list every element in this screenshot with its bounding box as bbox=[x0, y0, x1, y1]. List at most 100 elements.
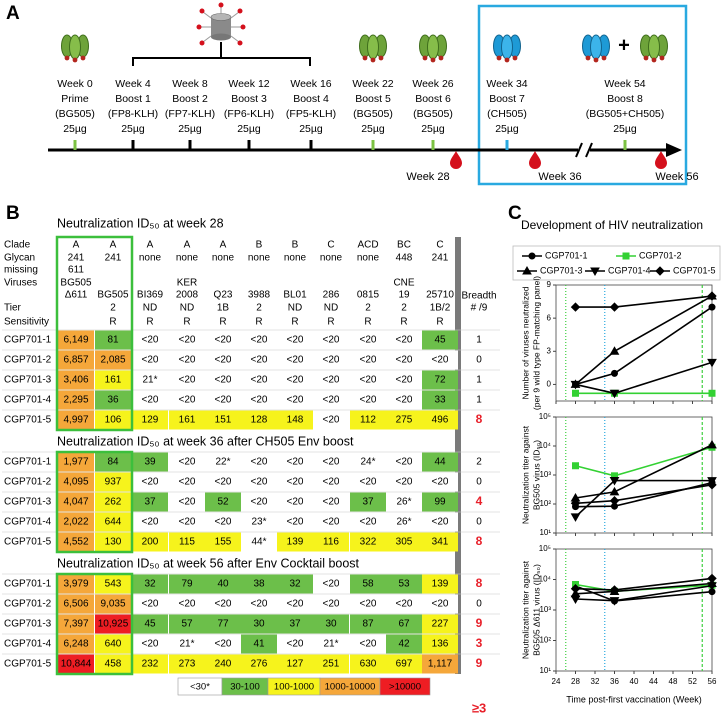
cell-value: 644 bbox=[105, 517, 122, 528]
cell-value: 21* bbox=[142, 375, 157, 386]
x-tick-label: 36 bbox=[610, 677, 619, 686]
dot bbox=[199, 8, 205, 14]
cell bbox=[241, 350, 277, 370]
cell-value: 77 bbox=[217, 619, 229, 630]
cell bbox=[205, 654, 241, 674]
peptide-dots bbox=[196, 2, 246, 46]
cell-value: 53 bbox=[398, 579, 410, 590]
cell bbox=[169, 350, 205, 370]
cell-value: <20 bbox=[142, 335, 159, 346]
cell-value: 3,406 bbox=[63, 375, 88, 386]
cell-value: 21* bbox=[179, 639, 194, 650]
cell-value: 2,295 bbox=[63, 395, 88, 406]
cell bbox=[132, 452, 168, 472]
panel-label: A bbox=[6, 3, 20, 24]
virus: 2008 bbox=[176, 290, 199, 301]
bleed-label: Week 56 bbox=[655, 171, 698, 183]
cell-value: <20 bbox=[179, 375, 196, 386]
cell-value: 458 bbox=[105, 659, 122, 670]
cell-value: 1,977 bbox=[63, 457, 88, 468]
cell bbox=[386, 634, 422, 654]
table-title: Neutralization ID₅₀ at week 28 bbox=[57, 216, 224, 230]
virus: BL01 bbox=[283, 290, 307, 301]
cell bbox=[313, 390, 349, 410]
cell-value: 44 bbox=[434, 457, 446, 468]
cell bbox=[422, 410, 458, 430]
y-tick-label: 10⁵ bbox=[539, 412, 551, 421]
schedule-text: Week 54 bbox=[604, 78, 645, 90]
cell bbox=[241, 492, 277, 512]
schedule-text: 25µg bbox=[121, 123, 145, 135]
tier: 1B/2 bbox=[430, 303, 451, 314]
cell bbox=[58, 654, 94, 674]
vaccination-tick bbox=[131, 140, 135, 150]
breadth-value: 0 bbox=[476, 599, 482, 610]
schedule-text: Week 34 bbox=[486, 78, 527, 90]
cell-value: <20 bbox=[432, 355, 449, 366]
cell bbox=[422, 350, 458, 370]
clade: A bbox=[110, 240, 117, 251]
cell-value: 106 bbox=[105, 415, 122, 426]
cell-value: 33 bbox=[434, 395, 446, 406]
cell bbox=[58, 574, 94, 594]
cell-value: <20 bbox=[179, 477, 196, 488]
cell bbox=[350, 614, 386, 634]
cell-value: <20 bbox=[179, 517, 196, 528]
cell-value: 251 bbox=[323, 659, 340, 670]
y-tick-label: 10⁴ bbox=[539, 575, 552, 584]
cell bbox=[350, 492, 386, 512]
virus: 0815 bbox=[357, 290, 380, 301]
cell-value: <20 bbox=[215, 395, 232, 406]
cell-value: 6,857 bbox=[63, 355, 88, 366]
cell bbox=[241, 390, 277, 410]
marker bbox=[707, 358, 717, 368]
cell-value: <20 bbox=[396, 477, 413, 488]
vaccination-tick bbox=[505, 140, 509, 150]
vaccination-tick bbox=[371, 140, 375, 150]
cell bbox=[313, 410, 349, 430]
cell bbox=[58, 594, 94, 614]
marker bbox=[707, 573, 717, 584]
y-tick-label: 10³ bbox=[539, 470, 551, 479]
cell-value: 44* bbox=[251, 537, 266, 548]
cell-value: <20 bbox=[360, 355, 377, 366]
cell bbox=[132, 492, 168, 512]
virus: Δ611 bbox=[65, 290, 88, 301]
vaccination-tick bbox=[309, 140, 313, 150]
row-name: CGP701-1 bbox=[4, 457, 52, 468]
breadth-value: 8 bbox=[476, 412, 483, 426]
cell-value: 21* bbox=[323, 639, 338, 650]
cell bbox=[169, 654, 205, 674]
marker bbox=[609, 585, 620, 595]
cell-value: <20 bbox=[287, 457, 304, 468]
glycan: none bbox=[176, 253, 199, 264]
row-name: CGP701-5 bbox=[4, 659, 52, 670]
cell-value: <20 bbox=[360, 375, 377, 386]
cell-value: <20 bbox=[396, 395, 413, 406]
cell bbox=[241, 574, 277, 594]
y-axis-label: Number of viruses neutralized bbox=[520, 286, 530, 399]
cell bbox=[422, 654, 458, 674]
cell bbox=[350, 350, 386, 370]
cell bbox=[386, 330, 422, 350]
link bbox=[202, 35, 212, 43]
cell-value: <20 bbox=[360, 639, 377, 650]
bleed-icon bbox=[529, 151, 541, 169]
cell bbox=[169, 492, 205, 512]
cell bbox=[277, 634, 313, 654]
cell bbox=[132, 614, 168, 634]
cell bbox=[422, 614, 458, 634]
header-label: Glycan bbox=[4, 253, 35, 264]
series-line bbox=[575, 295, 713, 308]
trimer-icon bbox=[61, 34, 89, 63]
marker bbox=[570, 498, 581, 508]
tier: 2 bbox=[110, 303, 116, 314]
cell bbox=[241, 472, 277, 492]
cell bbox=[422, 594, 458, 614]
cell bbox=[95, 472, 131, 492]
cell-value: <20 bbox=[142, 477, 159, 488]
x-tick-label: 56 bbox=[708, 677, 717, 686]
schedule-text: Boost 7 bbox=[489, 93, 525, 105]
marker bbox=[570, 302, 581, 312]
legend-label: 1000-10000 bbox=[325, 682, 376, 693]
